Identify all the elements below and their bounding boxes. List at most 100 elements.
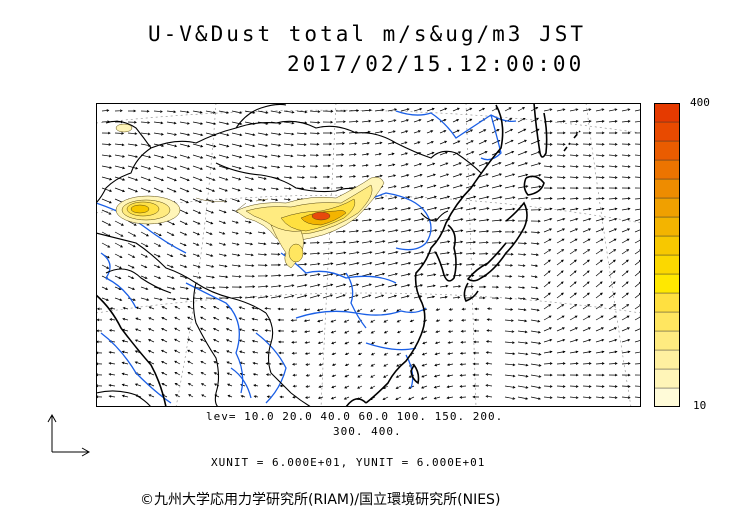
- wind-vector: [205, 176, 216, 181]
- wind-vector: [218, 121, 230, 126]
- wind-vector: [283, 294, 295, 299]
- wind-vector: [595, 197, 605, 200]
- wind-vector: [472, 362, 480, 366]
- wind-vector: [283, 284, 295, 288]
- wind-vector: [192, 165, 203, 170]
- wind-vector: [127, 154, 139, 158]
- wind-vector: [253, 395, 259, 398]
- wind-vector: [448, 308, 454, 311]
- wind-vector: [187, 360, 194, 365]
- wind-vector: [127, 176, 139, 181]
- wind-vector: [465, 240, 477, 244]
- wind-vector: [634, 396, 640, 398]
- wind-vector: [101, 286, 109, 290]
- wind-vector: [504, 252, 514, 256]
- wind-vector: [608, 142, 618, 146]
- wind-vector: [238, 317, 246, 321]
- wind-vector: [413, 184, 424, 189]
- wind-vector: [127, 264, 135, 269]
- wind-vector: [374, 152, 382, 156]
- wind-vector: [374, 207, 385, 211]
- wind-vector: [485, 340, 493, 343]
- wind-vector: [595, 217, 605, 222]
- wind-vector: [517, 374, 529, 378]
- wind-vector: [582, 362, 592, 365]
- wind-vector: [439, 107, 448, 112]
- wind-vector: [543, 186, 553, 190]
- wind-vector: [153, 132, 164, 136]
- wind-vector: [304, 352, 311, 355]
- wind-vector: [200, 372, 207, 376]
- wind-vector: [400, 163, 409, 167]
- wind-vector: [251, 317, 259, 321]
- wind-vector: [595, 108, 605, 112]
- wind-vector: [270, 110, 282, 114]
- wind-vector: [569, 396, 579, 399]
- wind-vector: [148, 383, 155, 387]
- wind-vector: [439, 251, 451, 255]
- wind-vector: [621, 217, 631, 222]
- wind-vector: [127, 242, 136, 248]
- wind-vector: [621, 249, 630, 255]
- wind-vector: [231, 296, 243, 299]
- wind-vector: [231, 231, 239, 235]
- wind-vector: [140, 264, 148, 269]
- wind-vector: [188, 394, 194, 398]
- wind-vector: [595, 270, 603, 277]
- wind-vector: [179, 187, 190, 193]
- wind-vector: [426, 118, 435, 123]
- wind-vector: [543, 315, 552, 321]
- wind-vector: [446, 363, 454, 367]
- wind-vector: [322, 110, 334, 113]
- wind-vector: [252, 350, 259, 354]
- wind-vector: [461, 307, 467, 311]
- wind-vector: [556, 165, 566, 168]
- wind-vector: [530, 264, 539, 268]
- wind-vector: [370, 330, 376, 334]
- wind-vector: [397, 330, 402, 334]
- wind-vector: [595, 373, 605, 377]
- wind-vector: [179, 220, 188, 225]
- wind-vector: [323, 142, 333, 146]
- wind-vector: [213, 361, 220, 365]
- wind-vector: [439, 206, 451, 211]
- wind-vector: [465, 151, 475, 156]
- wind-vector: [225, 317, 233, 321]
- wind-vector: [148, 394, 155, 398]
- wind-vector: [595, 119, 605, 123]
- wind-vector: [318, 374, 324, 377]
- wind-vector: [543, 396, 553, 399]
- wind-vector: [569, 315, 578, 321]
- wind-vector: [595, 131, 605, 135]
- colorbar-cell: [654, 254, 680, 275]
- wind-vector: [200, 349, 207, 354]
- wind-vector: [556, 207, 566, 211]
- wind-vector: [148, 328, 155, 332]
- wind-vector: [174, 316, 181, 321]
- wind-vector: [322, 240, 334, 244]
- wind-vector: [374, 218, 386, 222]
- wind-vector: [121, 394, 129, 398]
- wind-vector: [309, 132, 320, 135]
- wind-vector: [251, 339, 259, 343]
- wind-vector: [278, 351, 285, 355]
- wind-vector: [127, 253, 136, 258]
- wind-vector: [244, 295, 256, 299]
- wind-vector: [257, 165, 268, 169]
- wind-vector: [517, 330, 528, 334]
- wind-vector: [556, 396, 566, 399]
- wind-vector: [192, 176, 203, 182]
- wind-vector: [279, 395, 285, 399]
- wind-vector: [634, 315, 640, 321]
- wind-vector: [348, 109, 360, 112]
- wind-vector: [309, 294, 321, 299]
- wind-vector: [218, 264, 228, 268]
- wind-vector: [127, 297, 136, 301]
- wind-vector: [543, 176, 553, 179]
- wind-vector: [166, 253, 174, 258]
- wind-vector: [290, 308, 298, 311]
- wind-vector: [225, 339, 233, 343]
- wind-vector: [153, 275, 162, 280]
- wind-vector: [543, 362, 553, 365]
- wind-vector: [465, 195, 477, 200]
